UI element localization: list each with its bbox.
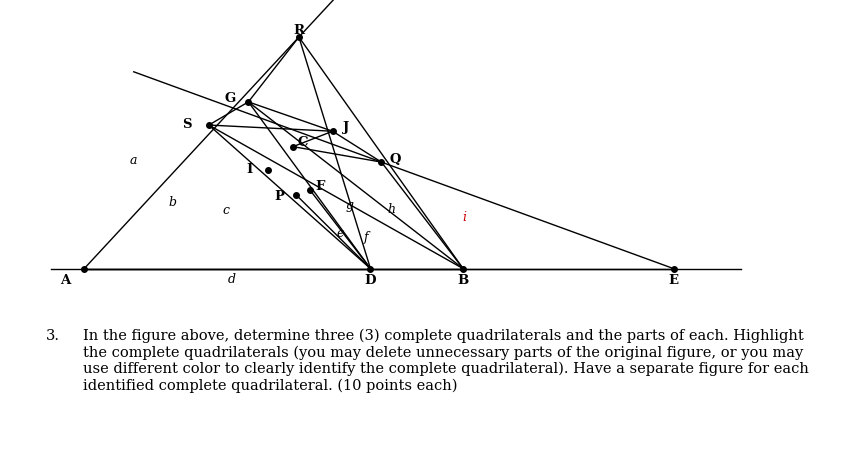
Text: B: B <box>457 274 469 287</box>
Text: a: a <box>130 154 136 167</box>
Text: In the figure above, determine three (3) complete quadrilaterals and the parts o: In the figure above, determine three (3)… <box>83 329 808 393</box>
Text: E: E <box>669 274 679 287</box>
Text: Q: Q <box>389 153 401 166</box>
Text: D: D <box>365 274 376 287</box>
Text: c: c <box>222 204 229 217</box>
Text: J: J <box>343 121 349 134</box>
Text: i: i <box>463 211 466 224</box>
Text: f: f <box>364 231 369 244</box>
Text: R: R <box>293 24 305 37</box>
Text: e: e <box>337 227 344 239</box>
Text: P: P <box>274 190 285 203</box>
Text: h: h <box>387 203 396 216</box>
Text: d: d <box>227 273 236 286</box>
Text: A: A <box>61 274 71 287</box>
Text: I: I <box>246 163 253 176</box>
Text: C: C <box>298 136 308 149</box>
Text: G: G <box>224 92 236 104</box>
Text: F: F <box>315 180 325 193</box>
Text: S: S <box>182 118 192 131</box>
Text: 3.: 3. <box>46 329 61 342</box>
Text: b: b <box>168 196 177 209</box>
Text: g: g <box>345 199 354 212</box>
